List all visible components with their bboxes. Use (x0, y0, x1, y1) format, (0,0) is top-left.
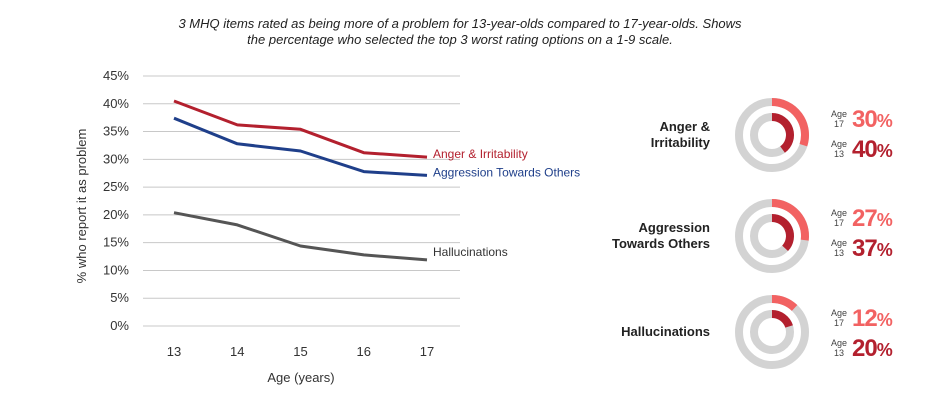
gridlines (143, 75, 460, 327)
y-axis-label: % who report it as problem (74, 129, 89, 284)
series-lines (173, 99, 428, 262)
value-hallucinations-age13: Age 13 20% (830, 335, 893, 362)
y-tick-label: 15% (103, 235, 129, 250)
line-chart: 0%5%10%15%20%25%30%35%40%45% 13 14 15 16 17 … (74, 68, 580, 385)
series-line (173, 116, 428, 177)
value-anger-age17: Age 17 30% (830, 106, 893, 133)
donut-track-outer (735, 295, 809, 369)
series-label: Aggression Towards Others (433, 165, 580, 179)
series-line (173, 99, 428, 159)
y-tick-label: 40% (103, 96, 129, 111)
y-tick-label: 45% (103, 68, 129, 83)
y-tick-label: 35% (103, 124, 129, 139)
x-axis-label: Age (years) (267, 370, 334, 385)
chart-title: 3 MHQ items rated as being more of a pro… (178, 16, 742, 47)
value-aggression-age17: Age 17 27% (830, 205, 893, 232)
x-tick-label: 14 (230, 344, 244, 359)
value-aggression-age13: Age 13 37% (830, 235, 893, 262)
value-anger-age13: Age 13 40% (830, 136, 893, 163)
x-tick-label: 13 (167, 344, 181, 359)
x-tick-label: 15 (293, 344, 307, 359)
donut-label-aggression: Aggression Towards Others (611, 220, 710, 251)
y-tick-label: 5% (110, 290, 129, 305)
x-tick-label: 17 (420, 344, 434, 359)
donut-label-anger: Anger & Irritability (650, 119, 710, 150)
donut-anger (735, 98, 809, 172)
series-labels: Anger & Irritability Aggression Towards O… (433, 147, 580, 259)
donut-arc-age13 (771, 310, 793, 328)
y-tick-label: 0% (110, 318, 129, 333)
donut-arc-age17 (771, 199, 809, 241)
series-label: Hallucinations (433, 245, 508, 259)
value-hallucinations-age17: Age 17 12% (830, 305, 893, 332)
donut-label-hallucinations: Hallucinations (621, 324, 710, 339)
donut-arc-age17 (771, 98, 809, 147)
donut-row-aggression: Aggression Towards Others Age 17 27% Age 13… (600, 196, 940, 276)
donut-arc-age13 (771, 113, 794, 153)
series-line (173, 211, 428, 262)
x-tick-label: 16 (357, 344, 371, 359)
y-tick-label: 30% (103, 151, 129, 166)
x-tick-labels: 13 14 15 16 17 (167, 344, 434, 359)
donut-aggression (735, 199, 809, 273)
y-tick-label: 25% (103, 179, 129, 194)
y-tick-label: 20% (103, 207, 129, 222)
donut-arc-age17 (771, 295, 798, 312)
donut-arc-age13 (771, 214, 794, 252)
donut-hallucinations (735, 295, 809, 369)
donut-row-anger: Anger & Irritability Age 17 30% Age 13 40% (600, 95, 940, 175)
y-tick-labels: 0% 5% 10% 15% 20% 25% 30% 35% 40% 45% (103, 68, 129, 333)
donut-row-hallucinations: Hallucinations Age 17 12% Age 13 20% (600, 292, 940, 372)
series-label: Anger & Irritability (433, 147, 528, 161)
y-tick-label: 10% (103, 262, 129, 277)
